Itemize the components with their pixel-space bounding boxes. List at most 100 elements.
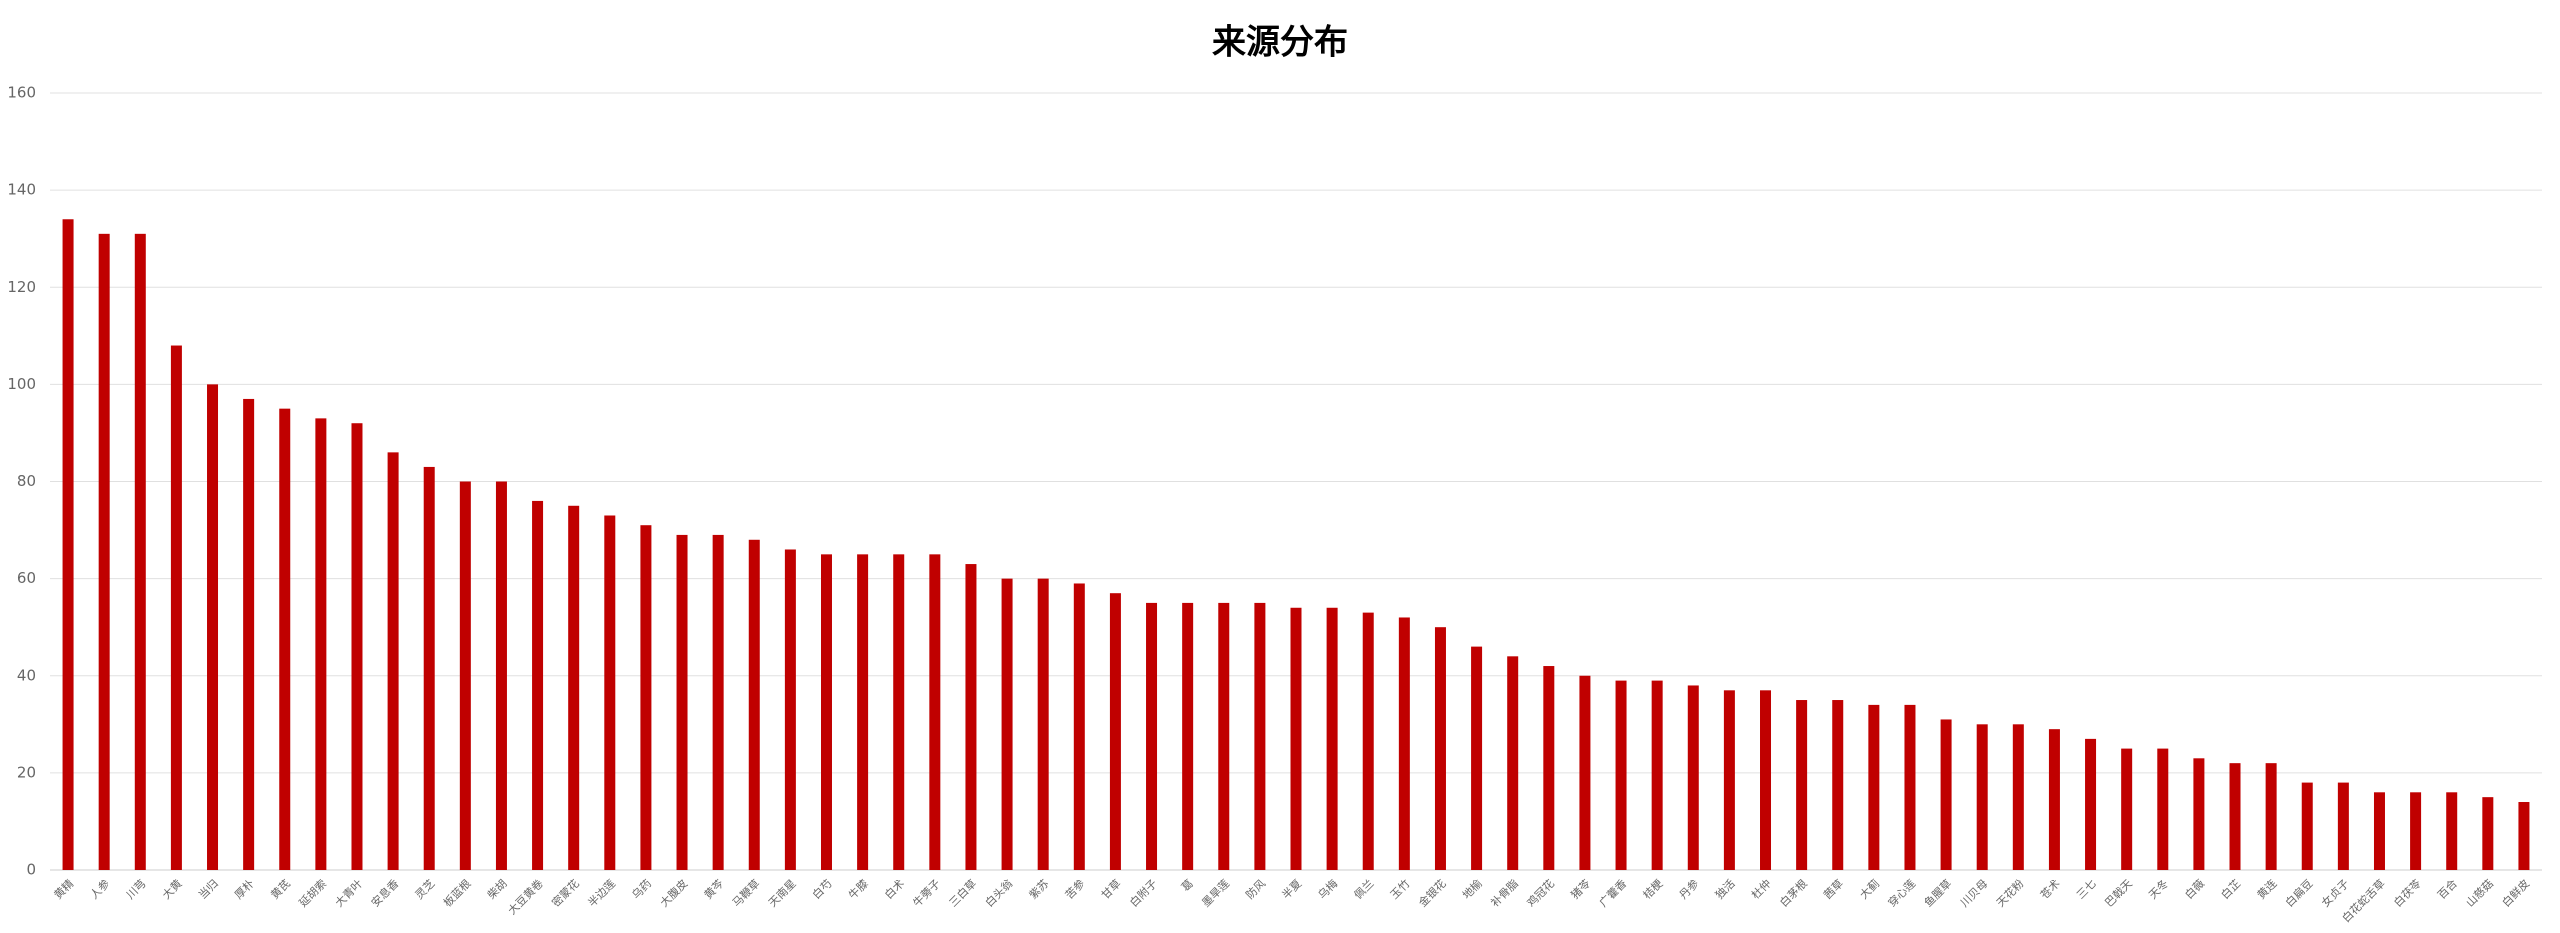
x-tick-label: 山慈菇 xyxy=(2463,876,2496,909)
bar xyxy=(712,534,724,870)
x-tick-label: 猪苓 xyxy=(1568,876,1593,901)
x-tick-label: 延胡索 xyxy=(296,876,329,909)
x-tick-label: 天花粉 xyxy=(1994,877,2027,910)
bar xyxy=(2193,758,2205,870)
x-tick-label: 密蒙花 xyxy=(549,876,582,909)
bar xyxy=(98,233,110,871)
x-tick-label: 白薇 xyxy=(2182,876,2207,901)
bar xyxy=(1001,578,1013,870)
x-tick-label: 大豆黄卷 xyxy=(505,876,546,917)
bar xyxy=(965,564,977,870)
x-tick-label: 穿心莲 xyxy=(1885,876,1918,909)
bar xyxy=(1434,627,1446,870)
bar xyxy=(1760,690,1772,870)
x-tick-label: 甘草 xyxy=(1099,877,1124,902)
x-tick-label: 防风 xyxy=(1243,876,1268,901)
x-tick-label: 葛 xyxy=(1179,877,1196,894)
y-tick-label: 60 xyxy=(17,569,36,587)
bar xyxy=(1832,700,1844,870)
x-tick-label: 白头翁 xyxy=(982,876,1015,909)
x-tick-label: 苦参 xyxy=(1062,876,1087,901)
bar xyxy=(2048,729,2060,870)
bar xyxy=(1362,612,1374,870)
bar xyxy=(2301,782,2313,870)
bar xyxy=(2373,792,2385,870)
x-tick-label: 马鞭草 xyxy=(729,876,762,909)
bar xyxy=(134,233,146,871)
x-tick-label: 佩兰 xyxy=(1351,876,1376,901)
x-tick-label: 杜仲 xyxy=(1748,876,1773,901)
bar xyxy=(1254,602,1266,870)
bar xyxy=(1109,593,1121,870)
x-tick-label: 安息香 xyxy=(368,876,401,909)
x-tick-label: 黄芪 xyxy=(268,876,293,901)
bar xyxy=(568,505,580,870)
x-tick-label: 黄芩 xyxy=(701,876,726,901)
y-tick-label: 100 xyxy=(7,375,36,393)
x-tick-label: 苍术 xyxy=(2038,877,2063,902)
bar xyxy=(1543,666,1555,870)
x-tick-label: 牛膝 xyxy=(845,876,870,901)
bar xyxy=(2229,763,2241,870)
bar xyxy=(2446,792,2458,870)
x-tick-label: 乌药 xyxy=(629,876,654,901)
bar xyxy=(170,345,182,870)
x-tick-label: 川贝母 xyxy=(1958,877,1991,910)
bar xyxy=(1507,656,1519,870)
bar xyxy=(1037,578,1049,870)
bar xyxy=(423,466,435,870)
bar xyxy=(351,423,363,870)
bar xyxy=(1868,704,1880,870)
bar xyxy=(1398,617,1410,870)
y-tick-label: 0 xyxy=(26,861,36,879)
x-tick-label: 广藿香 xyxy=(1596,876,1629,909)
bar xyxy=(1723,690,1735,870)
x-tick-label: 白附子 xyxy=(1127,876,1160,909)
bar xyxy=(2121,748,2133,870)
x-tick-label: 人参 xyxy=(87,876,112,901)
bar xyxy=(1687,685,1699,870)
x-tick-label: 半边莲 xyxy=(585,876,618,909)
x-tick-label: 白扁豆 xyxy=(2282,876,2315,909)
x-tick-label: 半夏 xyxy=(1279,876,1304,901)
x-tick-label: 鸡冠花 xyxy=(1524,876,1557,909)
x-tick-label: 大青叶 xyxy=(332,876,365,909)
bar xyxy=(1218,602,1230,870)
bar xyxy=(1471,646,1483,870)
x-tick-label: 大黄 xyxy=(159,876,184,901)
x-tick-label: 大腹皮 xyxy=(657,876,690,909)
x-tick-label: 三白草 xyxy=(946,876,979,909)
bar xyxy=(1290,607,1302,870)
bar xyxy=(495,481,507,870)
bar xyxy=(929,554,941,870)
bar xyxy=(387,452,399,870)
x-tick-label: 三七 xyxy=(2074,877,2099,902)
bar xyxy=(857,554,869,870)
x-tick-label: 川芎 xyxy=(123,876,148,901)
x-tick-label: 巴戟天 xyxy=(2102,877,2135,910)
x-tick-label: 当归 xyxy=(195,876,220,901)
y-tick-label: 20 xyxy=(17,763,36,781)
bar xyxy=(2157,748,2169,870)
bar xyxy=(893,554,905,870)
x-tick-label: 丹参 xyxy=(1676,876,1701,901)
x-tick-label: 灵芝 xyxy=(413,877,438,902)
x-tick-label: 白茯苓 xyxy=(2391,876,2424,909)
bar xyxy=(2012,724,2024,870)
x-tick-label: 紫苏 xyxy=(1027,877,1052,902)
x-tick-label: 板蓝根 xyxy=(440,876,473,909)
y-tick-label: 40 xyxy=(17,666,36,684)
bar xyxy=(2085,738,2097,870)
bar xyxy=(243,398,255,870)
x-tick-label: 牛蒡子 xyxy=(910,876,943,909)
x-tick-label: 白鲜皮 xyxy=(2499,876,2532,909)
bar xyxy=(1579,675,1591,870)
bar xyxy=(532,500,544,870)
x-tick-label: 白芍 xyxy=(809,876,834,901)
x-tick-label: 玉竹 xyxy=(1387,876,1412,901)
x-tick-label: 天南星 xyxy=(766,877,799,910)
x-tick-label: 柴胡 xyxy=(484,876,509,901)
x-tick-label: 墨旱莲 xyxy=(1199,877,1232,910)
bar xyxy=(1615,680,1627,870)
x-tick-label: 白茅根 xyxy=(1777,876,1810,909)
